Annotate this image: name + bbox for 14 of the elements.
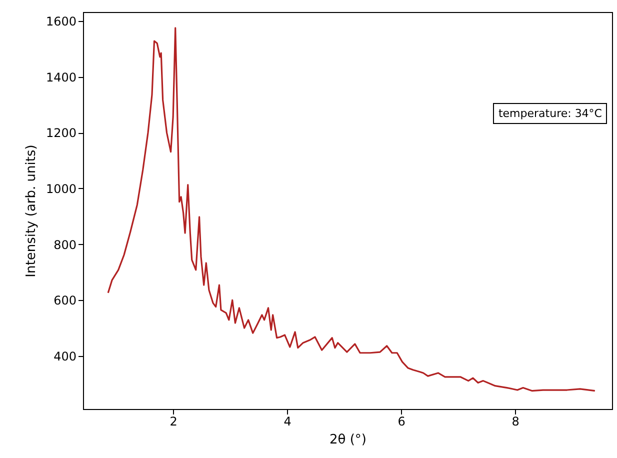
x-tick-label: 6 [398, 414, 406, 428]
y-tick-label: 1000 [46, 182, 76, 196]
annotation: temperature: 34°C [493, 103, 607, 124]
y-tick-label: 600 [54, 294, 76, 308]
x-axis-title: 2θ (°) [329, 432, 367, 448]
y-tick-label: 1600 [46, 14, 76, 28]
x-tick-label: 4 [284, 414, 292, 428]
x-tick-label: 2 [170, 414, 178, 428]
y-tick-label: 400 [54, 349, 76, 364]
y-tick-label: 1400 [46, 70, 76, 84]
y-tick-label: 1200 [46, 126, 76, 140]
y-axis-title: Intensity (arb. units) [24, 144, 39, 278]
y-tick-label: 800 [54, 238, 76, 252]
x-tick-label: 8 [512, 414, 520, 428]
